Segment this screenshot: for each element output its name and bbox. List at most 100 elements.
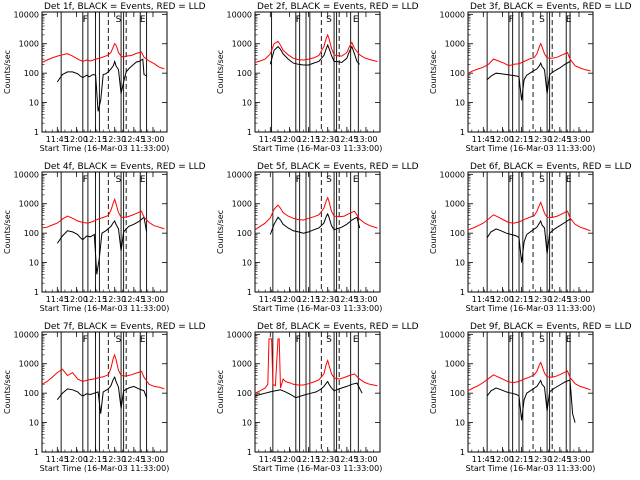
x-tick-label: 12:45	[548, 455, 571, 464]
x-tick-label: 12:30	[103, 295, 126, 304]
y-axis-label: Counts/sec	[429, 370, 438, 414]
chart-title: Det 2f, BLACK = Events, RED = LLD	[257, 2, 419, 12]
x-axis-label: Start Time (16-Mar-03 11:33:00)	[253, 144, 383, 153]
chart-title: Det 9f, BLACK = Events, RED = LLD	[470, 322, 632, 332]
y-tick-label: 10000	[440, 10, 465, 19]
x-tick-label: 13:00	[354, 295, 377, 304]
y-tick-label: 1	[34, 448, 39, 457]
region-label: E	[140, 175, 146, 185]
plot-frame	[41, 331, 168, 453]
y-tick-label: 1000	[445, 40, 465, 49]
x-axis-label: Start Time (16-Mar-03 11:33:00)	[40, 464, 170, 473]
chart-title: Det 3f, BLACK = Events, RED = LLD	[470, 2, 632, 12]
series-line-events	[486, 61, 571, 101]
region-label: S	[326, 175, 332, 185]
series-line-events	[269, 212, 361, 235]
region-label: F	[296, 175, 301, 185]
chart-panel-4: Det 4f, BLACK = Events, RED = LLD Counts/…	[3, 162, 206, 313]
y-axis-label: Counts/sec	[3, 50, 12, 94]
x-tick-label: 13:00	[141, 295, 164, 304]
region-label: E	[353, 15, 359, 25]
x-tick-label: 12:45	[122, 295, 145, 304]
x-tick-label: 12:15	[510, 455, 533, 464]
series-line-lld	[254, 33, 378, 63]
region-label: S	[539, 15, 545, 25]
plot-frame	[254, 331, 381, 453]
series-line-lld	[254, 338, 378, 394]
x-tick-label: 12:00	[65, 455, 88, 464]
y-tick-label: 10000	[227, 10, 252, 19]
y-axis-label: Counts/sec	[216, 370, 225, 414]
chart-panel-8: Det 8f, BLACK = Events, RED = LLD Counts/…	[216, 322, 419, 473]
chart-title: Det 1f, BLACK = Events, RED = LLD	[44, 2, 206, 12]
y-axis-label: Counts/sec	[216, 210, 225, 254]
region-label: S	[539, 175, 545, 185]
y-tick-label: 100	[450, 229, 465, 238]
x-tick-label: 11:45	[46, 455, 69, 464]
y-tick-label: 10	[29, 259, 39, 268]
y-tick-label: 1	[460, 448, 465, 457]
region-label: E	[140, 335, 146, 345]
chart-panel-2: Det 2f, BLACK = Events, RED = LLD Counts/…	[216, 2, 419, 153]
plot-frame	[467, 331, 594, 453]
x-tick-label: 12:15	[84, 295, 107, 304]
x-tick-label: 12:30	[529, 135, 552, 144]
chart-panel-1: Det 1f, BLACK = Events, RED = LLD Counts/…	[3, 2, 206, 153]
y-tick-label: 10	[455, 99, 465, 108]
y-tick-label: 10	[29, 419, 39, 428]
y-tick-label: 100	[450, 389, 465, 398]
x-tick-label: 12:30	[529, 295, 552, 304]
y-tick-label: 1	[247, 448, 252, 457]
series-line-lld	[41, 197, 165, 230]
chart-panel-5: Det 5f, BLACK = Events, RED = LLD Counts/…	[216, 162, 419, 313]
series-line-events	[56, 376, 148, 414]
y-tick-label: 1000	[445, 200, 465, 209]
x-tick-label: 13:00	[141, 455, 164, 464]
series-line-events	[486, 379, 576, 423]
x-tick-label: 12:00	[65, 135, 88, 144]
y-axis-label: Counts/sec	[429, 50, 438, 94]
region-label: F	[509, 175, 514, 185]
region-label: E	[353, 175, 359, 185]
x-tick-label: 12:30	[316, 135, 339, 144]
region-label: F	[296, 15, 301, 25]
y-tick-label: 10000	[14, 330, 39, 339]
chart-panel-9: Det 9f, BLACK = Events, RED = LLD Counts/…	[429, 322, 632, 473]
x-tick-label: 12:30	[316, 295, 339, 304]
y-tick-label: 1000	[19, 360, 39, 369]
x-tick-label: 12:15	[510, 135, 533, 144]
region-label: E	[140, 15, 146, 25]
plot-frame	[467, 171, 594, 293]
y-tick-label: 100	[24, 69, 39, 78]
series-line-events	[486, 218, 571, 263]
x-tick-label: 12:15	[297, 455, 320, 464]
plot-frame	[41, 171, 168, 293]
series-line-events	[56, 216, 148, 275]
y-tick-label: 1	[247, 288, 252, 297]
y-tick-label: 10000	[227, 330, 252, 339]
y-axis-label: Counts/sec	[3, 210, 12, 254]
x-tick-label: 12:45	[122, 455, 145, 464]
series-line-lld	[41, 353, 165, 390]
x-tick-label: 11:45	[472, 455, 495, 464]
x-tick-label: 13:00	[354, 455, 377, 464]
y-tick-label: 10000	[14, 170, 39, 179]
x-tick-label: 13:00	[141, 135, 164, 144]
y-tick-label: 100	[237, 229, 252, 238]
region-label: S	[116, 335, 122, 345]
y-tick-label: 100	[24, 389, 39, 398]
y-tick-label: 1000	[232, 200, 252, 209]
region-label: E	[353, 335, 359, 345]
x-tick-label: 12:00	[278, 455, 301, 464]
x-tick-label: 12:45	[548, 135, 571, 144]
x-tick-label: 11:45	[472, 135, 495, 144]
x-axis-label: Start Time (16-Mar-03 11:33:00)	[466, 464, 596, 473]
x-tick-label: 13:00	[567, 135, 590, 144]
x-tick-label: 12:15	[84, 135, 107, 144]
x-tick-label: 12:00	[278, 295, 301, 304]
region-label: F	[83, 15, 88, 25]
y-axis-label: Counts/sec	[216, 50, 225, 94]
chart-title: Det 4f, BLACK = Events, RED = LLD	[44, 162, 206, 172]
y-tick-label: 1	[460, 128, 465, 137]
